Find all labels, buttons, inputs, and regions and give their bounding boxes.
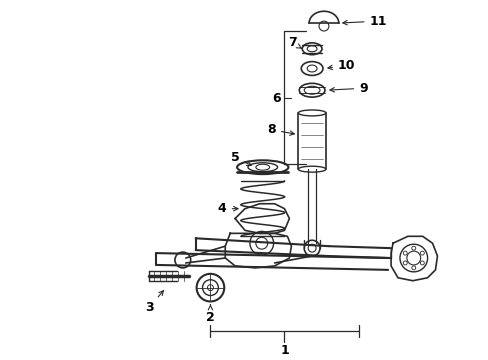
Text: 8: 8 (267, 123, 294, 136)
Text: 9: 9 (329, 82, 367, 95)
Text: 11: 11 (342, 15, 386, 28)
Text: 4: 4 (218, 202, 238, 215)
Text: 1: 1 (280, 344, 288, 357)
Text: 5: 5 (230, 151, 251, 165)
Text: 2: 2 (205, 305, 214, 324)
Text: 10: 10 (327, 59, 355, 72)
Text: 7: 7 (287, 36, 301, 49)
Text: 3: 3 (144, 291, 163, 314)
Text: 6: 6 (272, 92, 280, 105)
